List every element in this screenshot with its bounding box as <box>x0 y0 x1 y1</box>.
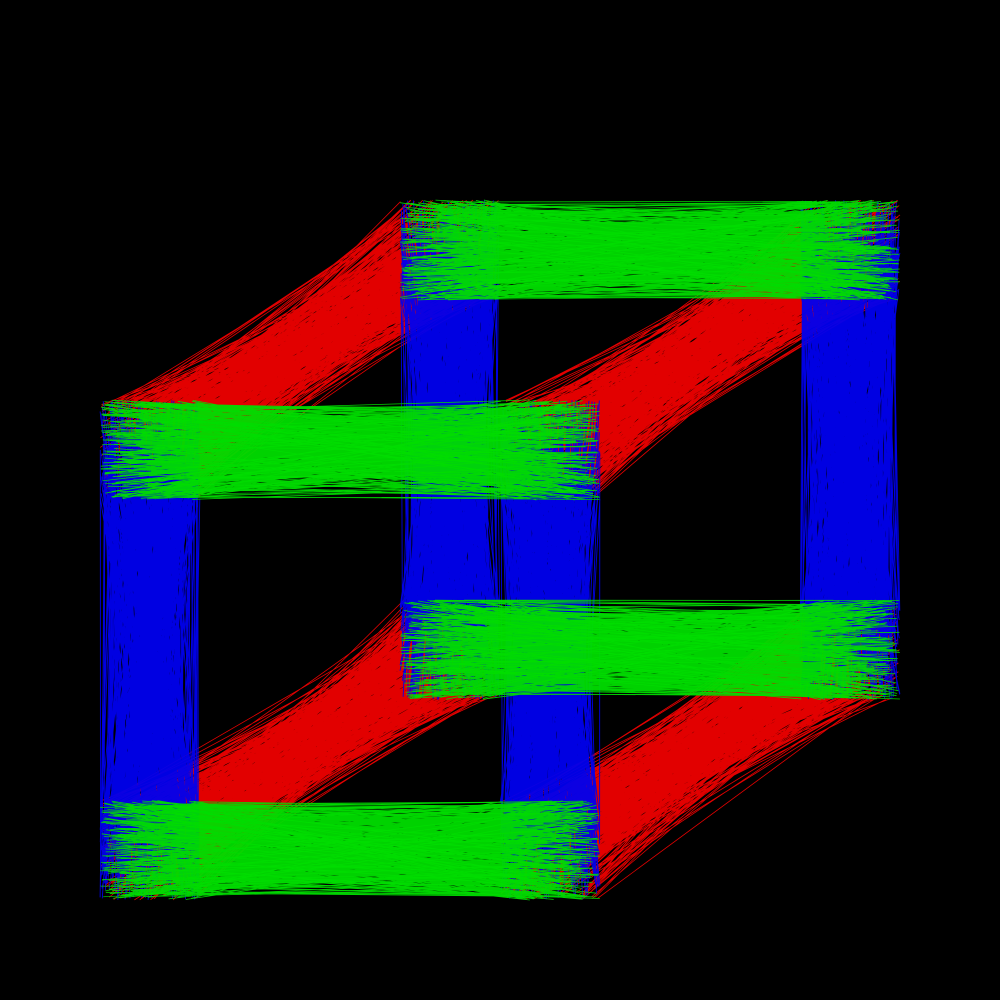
bottom-left-depth-edge <box>99 599 500 901</box>
bottom-right-depth-edge <box>499 600 900 900</box>
top-left-depth-edge-strands <box>99 199 501 500</box>
top-right-depth-edge <box>499 199 901 501</box>
top-right-depth-edge-strands <box>499 199 901 501</box>
front-left-edge <box>99 400 201 900</box>
front-left-edge-strands <box>99 400 201 900</box>
front-top-edge-overlay <box>100 400 600 498</box>
back-bottom-edge-overlay <box>400 599 898 701</box>
front-bottom-edge-overlay <box>99 801 599 900</box>
bottom-left-depth-edge-strands <box>99 599 500 901</box>
back-right-edge-strands <box>799 200 901 701</box>
back-right-edge <box>799 200 901 701</box>
top-left-depth-edge <box>99 199 501 500</box>
bottom-right-depth-edge-strands <box>499 600 900 900</box>
back-top-edge-overlay <box>409 201 899 300</box>
